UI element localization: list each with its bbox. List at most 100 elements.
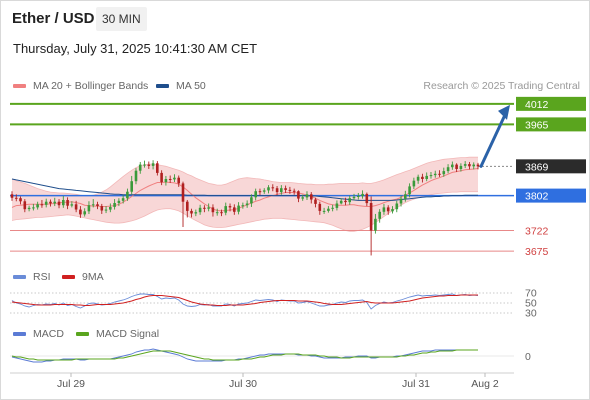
candle-body — [476, 164, 480, 167]
candle-body — [365, 193, 369, 204]
candle-body — [416, 176, 420, 181]
resistance-level-tag: 4012 — [516, 96, 586, 111]
x-tick-label: Aug 2 — [471, 378, 499, 390]
candle-body — [32, 207, 35, 209]
resistance-level-label: 4012 — [525, 99, 549, 111]
candle-body — [23, 201, 27, 210]
candle-body — [126, 191, 129, 199]
candle-body — [310, 194, 313, 200]
legend-rsi: RSI — [13, 271, 51, 283]
candle-body — [134, 170, 138, 182]
candle-body — [348, 198, 351, 203]
legend-macd: MACD — [13, 328, 64, 340]
ma50-swatch — [156, 84, 169, 88]
candle-body — [96, 204, 99, 206]
candle-body — [468, 164, 471, 167]
rsi-level-label: 30 — [525, 308, 537, 320]
x-tick-label: Jul 30 — [229, 378, 257, 390]
macd-swatch — [13, 332, 26, 336]
candle-body — [374, 218, 377, 231]
candle-body — [181, 183, 185, 202]
candle-body — [87, 205, 91, 212]
rsi-label: RSI — [33, 271, 51, 283]
candle-body — [245, 203, 249, 206]
candle-body — [147, 164, 151, 166]
macd-zero-label: 0 — [525, 351, 531, 363]
macd-signal-line — [11, 349, 478, 361]
candle-body — [386, 207, 390, 212]
candle-body — [446, 167, 450, 172]
candle-body — [130, 181, 133, 192]
candle-body — [288, 189, 292, 191]
resistance-level-badge — [516, 117, 586, 132]
candle-body — [109, 207, 112, 210]
candle-body — [412, 180, 416, 187]
candle-body — [241, 205, 245, 207]
candle-body — [44, 201, 48, 205]
candle-body — [164, 179, 168, 183]
last-level-tag: 3869 — [516, 159, 586, 174]
candle-body — [391, 209, 394, 212]
candle-body — [104, 209, 108, 211]
candle-body — [314, 199, 317, 204]
pivot-level-tag: 3802 — [516, 188, 586, 203]
support-level-tag: 3675 — [525, 246, 549, 258]
candle-body — [143, 164, 146, 166]
candle-body — [74, 204, 78, 210]
candle-body — [262, 190, 266, 192]
candle-body — [344, 200, 347, 203]
forecast-arrow-shaft — [479, 113, 507, 168]
ma20-swatch — [13, 84, 26, 88]
candle-body — [275, 188, 279, 193]
candle-body — [121, 198, 125, 201]
candle-body — [186, 201, 189, 211]
candle-body — [91, 204, 95, 206]
bollinger-band-fill — [12, 157, 478, 232]
candle-body — [429, 175, 433, 177]
candle-body — [70, 204, 74, 206]
ma50-label: MA 50 — [176, 80, 206, 92]
candle-body — [297, 191, 300, 199]
candle-body — [421, 176, 424, 179]
legend-ma20: MA 20 + Bollinger Bands — [13, 80, 148, 92]
candle-body — [284, 188, 287, 190]
candle-body — [254, 191, 257, 198]
candle-body — [83, 211, 86, 215]
instrument-title: Ether / USD — [12, 10, 95, 27]
resistance-level-tag: 3965 — [516, 117, 586, 132]
candle-body — [173, 177, 176, 180]
candle-body — [250, 197, 253, 204]
pivot-level-label: 3802 — [525, 191, 549, 203]
candle-body — [27, 207, 31, 210]
candle-body — [404, 194, 407, 199]
rsi-swatch — [13, 275, 26, 279]
candle-body — [203, 207, 206, 209]
macd-signal-swatch — [76, 332, 89, 336]
macd-label: MACD — [33, 328, 64, 340]
candle-body — [62, 200, 65, 206]
legend-rsi-ma: 9MA — [62, 271, 104, 283]
candle-body — [53, 201, 56, 204]
candle-body — [352, 196, 356, 199]
candle-body — [455, 164, 458, 169]
candle-body — [113, 203, 116, 207]
candle-body — [339, 200, 343, 204]
timeframe-badge[interactable]: 30 MIN — [96, 7, 147, 31]
rsi-ma-line — [11, 294, 478, 306]
candle-body — [361, 193, 364, 197]
candle-body — [280, 188, 283, 193]
candle-body — [151, 163, 155, 166]
candle-body — [258, 191, 262, 193]
candle-body — [10, 194, 14, 198]
candle-body — [138, 164, 142, 171]
candle-body — [382, 207, 386, 212]
candle-body — [395, 203, 399, 210]
candle-body — [459, 165, 463, 169]
rsi-ma-label: 9MA — [82, 271, 104, 283]
candle-body — [305, 194, 309, 198]
bollinger-lower-line — [11, 191, 478, 232]
x-tick-label: Jul 31 — [402, 378, 430, 390]
candle-body — [228, 206, 232, 208]
candle-body — [57, 201, 61, 206]
